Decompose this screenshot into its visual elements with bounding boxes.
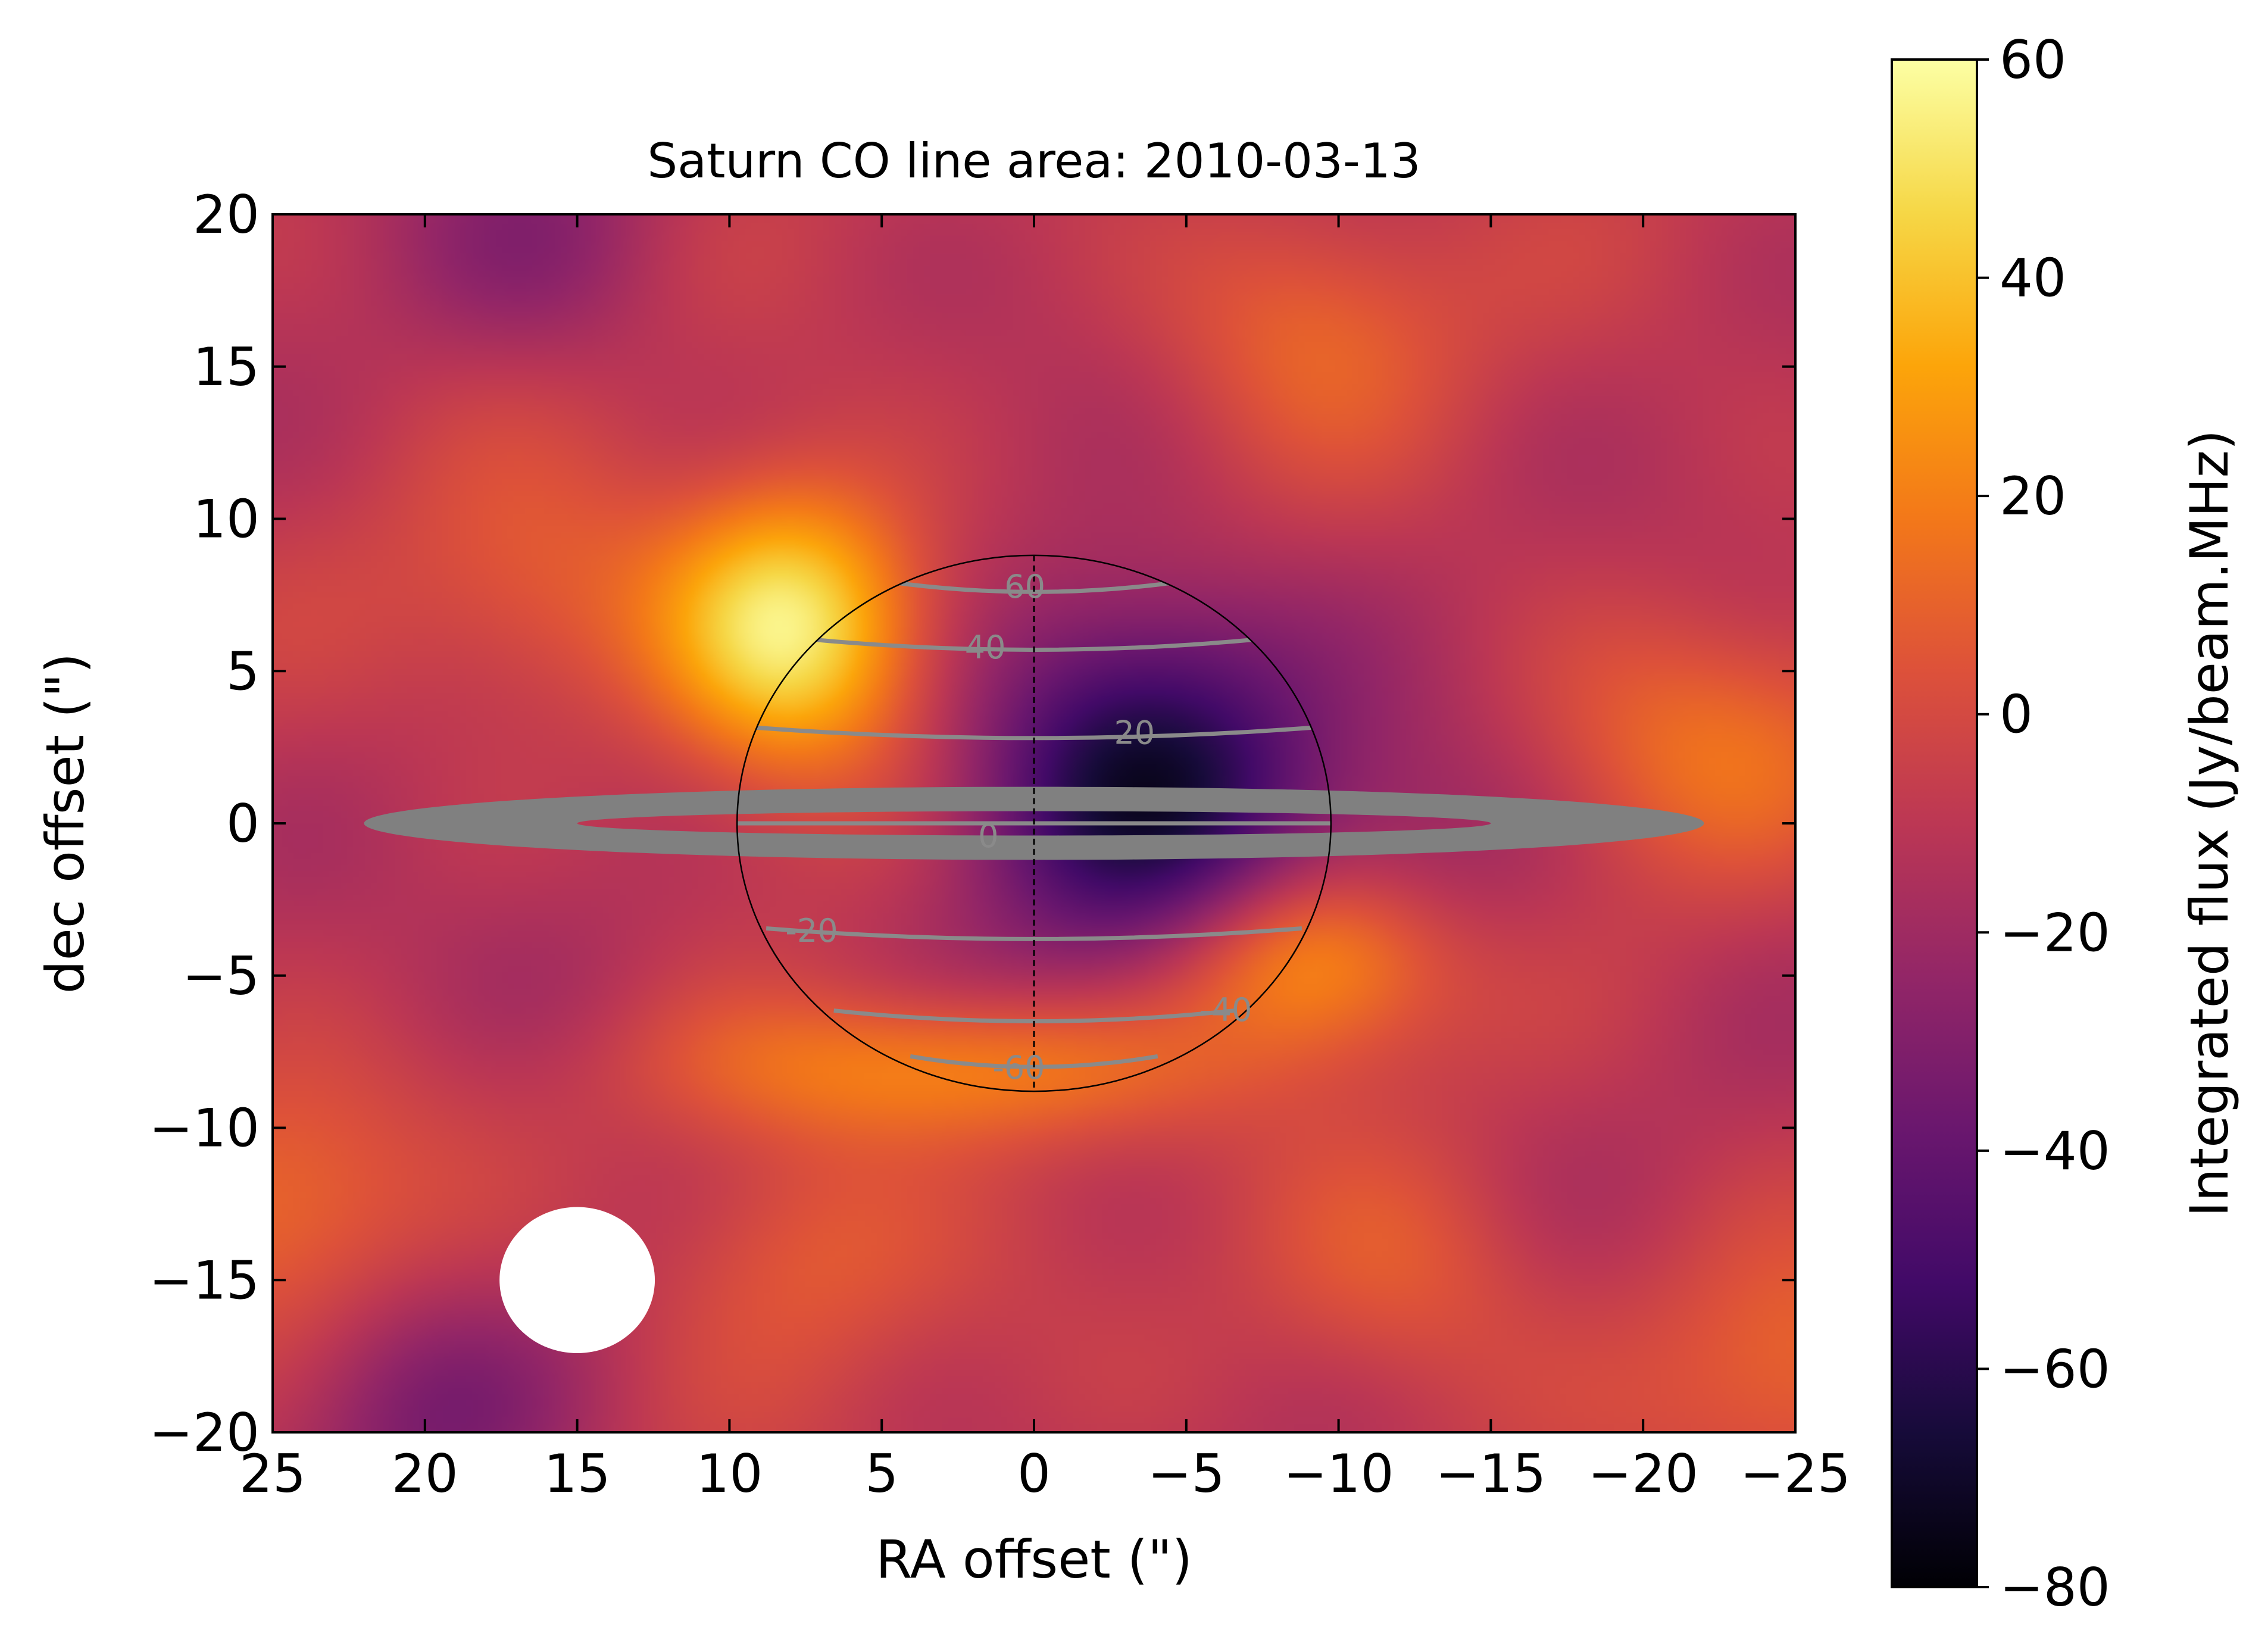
latitude-label: 60 bbox=[1004, 568, 1045, 605]
y-axis-label: dec offset (") bbox=[35, 653, 96, 994]
colorbar-tick-label: −40 bbox=[2000, 1120, 2110, 1182]
colorbar-tick-label: 40 bbox=[2000, 248, 2066, 309]
latitude-label: -60 bbox=[992, 1049, 1045, 1086]
colorbar-frame bbox=[1891, 58, 1978, 1588]
axes: 25 20 15 10 5 0 −5 −10 −15 −20 −25 20 15 10 5 0 −5 −10 −15… bbox=[149, 184, 1851, 1504]
colorbar-tick-label: 0 bbox=[2000, 684, 2033, 745]
colorbar-tick-label: −60 bbox=[2000, 1338, 2110, 1400]
latitude-line bbox=[766, 926, 1302, 941]
y-tick-label: 0 bbox=[226, 793, 260, 854]
latitude-label: 40 bbox=[965, 629, 1006, 666]
latitude-label: -40 bbox=[1199, 991, 1252, 1029]
latitude-label: 20 bbox=[1114, 714, 1155, 751]
x-tick-label: −10 bbox=[1283, 1443, 1394, 1504]
y-tick-label: −5 bbox=[182, 945, 260, 1007]
y-tick-label: 10 bbox=[193, 489, 260, 550]
y-tick-label: 20 bbox=[193, 184, 260, 245]
y-tick-label: 5 bbox=[226, 641, 260, 702]
chart-title: Saturn CO line area: 2010-03-13 bbox=[647, 133, 1420, 189]
x-axis-label: RA offset (") bbox=[876, 1529, 1192, 1590]
saturn-overlay: 60 40 20 0 -20 -40 -60 bbox=[364, 554, 1704, 1354]
saturn-rings bbox=[364, 786, 1704, 860]
colorbar-tick-label: 20 bbox=[2000, 466, 2066, 527]
x-tick-label: −25 bbox=[1740, 1443, 1851, 1504]
x-tick-label: 25 bbox=[239, 1443, 306, 1504]
y-tick-label: −10 bbox=[149, 1098, 260, 1159]
colorbar-gradient bbox=[1892, 60, 1977, 1587]
x-tick-label: −20 bbox=[1588, 1443, 1698, 1504]
colorbar: 60 40 20 0 −20 −40 −60 −80 Integrated flux (Jy/… bbox=[1891, 29, 2240, 1618]
latitude-label: -20 bbox=[785, 912, 838, 950]
y-tick-label: −15 bbox=[149, 1250, 260, 1311]
x-tick-label: 0 bbox=[1017, 1443, 1051, 1504]
y-tick-label: −20 bbox=[149, 1402, 260, 1463]
x-tick-label: −15 bbox=[1436, 1443, 1547, 1504]
colorbar-tick-label: −20 bbox=[2000, 902, 2110, 963]
x-tick-label: 20 bbox=[392, 1443, 458, 1504]
colorbar-tick-label: −80 bbox=[2000, 1557, 2110, 1618]
colorbar-tick-label: 60 bbox=[2000, 29, 2066, 90]
x-tick-label: 10 bbox=[696, 1443, 763, 1504]
colorbar-label: Integrated flux (Jy/beam.MHz) bbox=[2179, 430, 2240, 1217]
latitude-line bbox=[884, 579, 1184, 594]
beam-ellipse bbox=[499, 1207, 655, 1354]
x-tick-label: 5 bbox=[865, 1443, 898, 1504]
x-tick-label: −5 bbox=[1148, 1443, 1225, 1504]
y-tick-label: 15 bbox=[193, 336, 260, 398]
x-tick-label: 15 bbox=[544, 1443, 611, 1504]
colorbar-ticks: 60 40 20 0 −20 −40 −60 −80 bbox=[1977, 29, 2110, 1618]
latitude-label: 0 bbox=[978, 817, 998, 855]
